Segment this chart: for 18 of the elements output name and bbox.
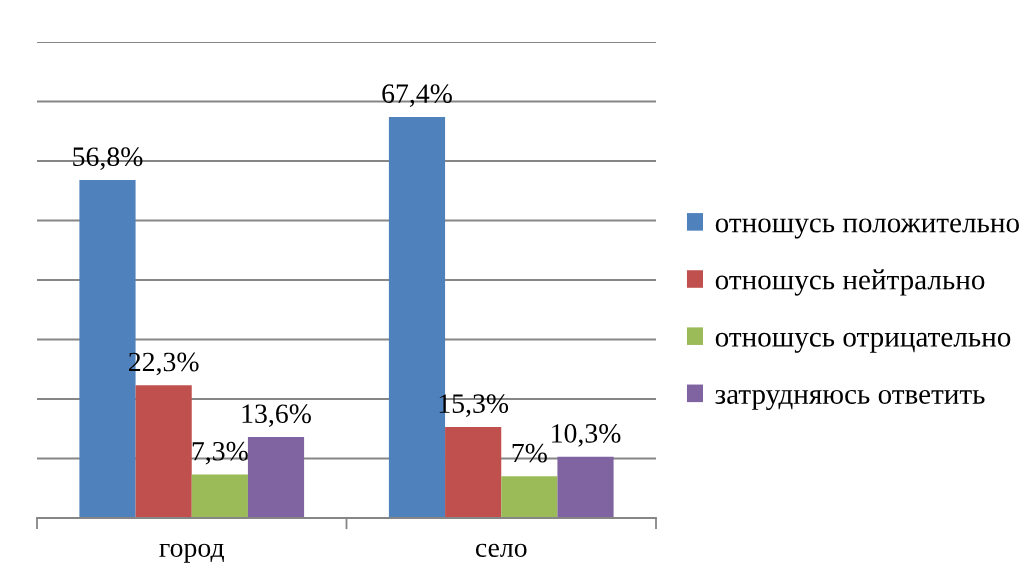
x-tick-label: город — [159, 543, 224, 563]
data-label: 10,3% — [552, 423, 621, 447]
data-label: 56,8% — [73, 147, 143, 171]
data-label: 67,4% — [382, 84, 452, 107]
data-label: 7,3% — [192, 441, 248, 465]
x-tick-label: село — [475, 543, 527, 557]
legend-label: отношусь нейтрально — [715, 269, 985, 296]
bar — [501, 476, 558, 518]
bar — [247, 437, 305, 518]
bar — [557, 456, 614, 518]
bar — [191, 474, 248, 518]
data-label: 13,6% — [242, 404, 311, 428]
legend-label: отношусь положительно — [715, 218, 1019, 239]
bar — [445, 426, 502, 518]
legend-label: затрудняюсь ответить — [715, 389, 985, 410]
data-label: 7% — [512, 443, 547, 463]
bar — [135, 385, 192, 518]
legend-label: отношусь отрицательно — [715, 332, 1011, 353]
